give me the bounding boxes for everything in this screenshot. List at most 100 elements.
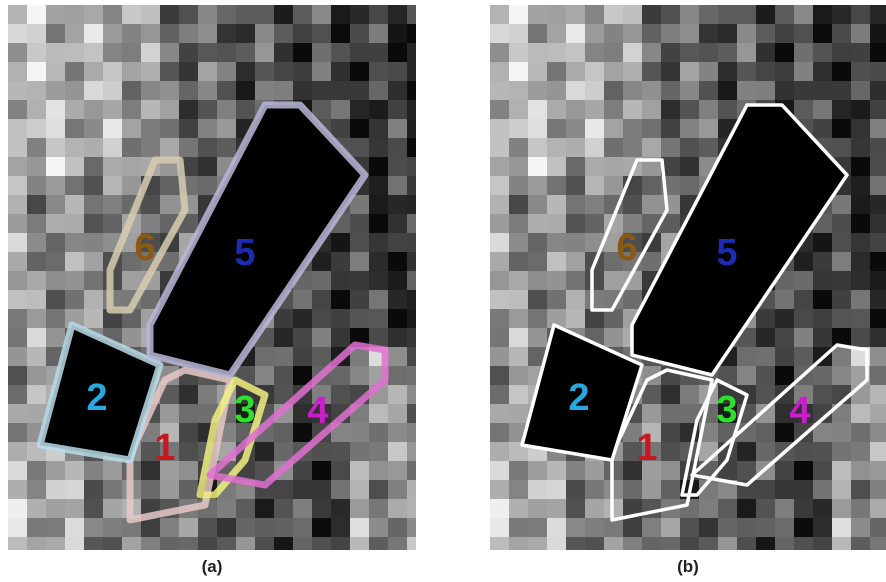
pixel [8,518,27,537]
pixel [236,62,255,81]
pixel [27,518,46,537]
pixel [699,81,718,100]
pixel [775,290,794,309]
pixel [65,271,84,290]
pixel [870,347,886,366]
pixel [604,24,623,43]
pixel [870,309,886,328]
pixel [832,24,851,43]
pixel [585,518,604,537]
pixel [737,347,756,366]
pixel [369,309,388,328]
pixel [851,24,870,43]
pixel [8,328,27,347]
pixel [813,271,832,290]
pixel [661,480,680,499]
pixel [84,5,103,24]
pixel [661,537,680,556]
pixel [642,119,661,138]
pixel [509,233,528,252]
pixel [65,81,84,100]
pixel [331,233,350,252]
pixel [350,24,369,43]
pixel [255,518,274,537]
pixel [407,24,426,43]
pixel [312,518,331,537]
pixel [27,252,46,271]
pixel [103,119,122,138]
pixel [388,43,407,62]
caption: (b) [677,557,699,576]
pixel [870,404,886,423]
pixel [851,100,870,119]
pixel [369,81,388,100]
pixel [388,442,407,461]
pixel [160,176,179,195]
pixel [122,271,141,290]
pixel [369,499,388,518]
pixel [680,81,699,100]
pixel [490,271,509,290]
pixel [8,423,27,442]
pixel [851,271,870,290]
pixel [737,366,756,385]
pixel [46,499,65,518]
pixel [547,271,566,290]
pixel [566,43,585,62]
pixel [27,347,46,366]
pixel [46,43,65,62]
pixel [255,366,274,385]
pixel [217,100,236,119]
pixel [369,290,388,309]
pixel [604,176,623,195]
pixel [369,404,388,423]
pixel [585,309,604,328]
pixel [680,385,699,404]
pixel [122,62,141,81]
pixel [198,119,217,138]
pixel [547,214,566,233]
pixel [680,100,699,119]
pixel [870,366,886,385]
pixel [794,480,813,499]
pixel [490,537,509,556]
pixel [8,499,27,518]
pixel [604,5,623,24]
pixel [407,423,426,442]
pixel [407,328,426,347]
pixel [46,195,65,214]
pixel [813,81,832,100]
pixel [122,100,141,119]
pixel [388,195,407,214]
pixel [490,176,509,195]
pixel [27,24,46,43]
pixel [813,480,832,499]
pixel [832,214,851,233]
pixel [350,518,369,537]
pixel [331,461,350,480]
pixel [122,119,141,138]
pixel [661,138,680,157]
pixel [65,5,84,24]
pixel [84,309,103,328]
pixel [198,537,217,556]
pixel [699,5,718,24]
pixel [585,290,604,309]
pixel [46,290,65,309]
pixel [490,5,509,24]
pixel [369,138,388,157]
pixel [388,138,407,157]
pixel [794,309,813,328]
pixel [65,157,84,176]
pixel [141,81,160,100]
pixel [737,537,756,556]
pixel [103,24,122,43]
pixel [604,138,623,157]
pixel [851,214,870,233]
pixel [528,43,547,62]
pixel [8,43,27,62]
pixel [832,119,851,138]
pixel [718,5,737,24]
pixel [775,309,794,328]
pixel [813,233,832,252]
